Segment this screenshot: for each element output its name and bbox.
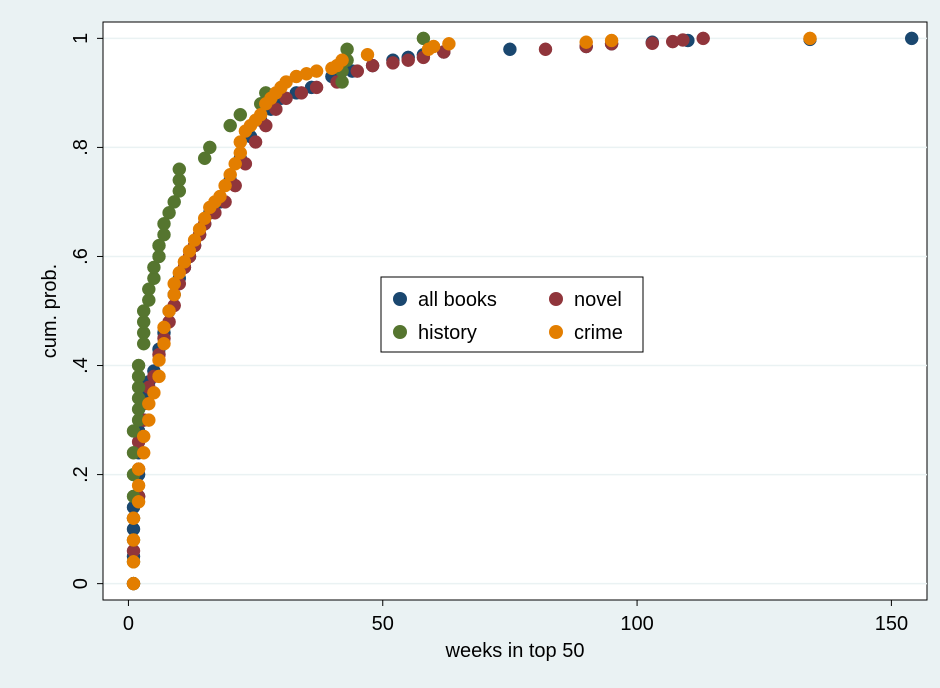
x-tick-label: 0	[123, 613, 134, 635]
y-tick-label: 1	[70, 33, 92, 44]
x-tick-label: 100	[620, 613, 653, 635]
data-point-novel	[309, 80, 324, 95]
axes	[102, 22, 927, 601]
data-point-crime	[131, 462, 146, 476]
data-point-crime	[152, 369, 166, 384]
data-point-crime	[803, 31, 817, 46]
data-point-crime	[579, 35, 593, 49]
y-tick-label: .6	[70, 248, 92, 265]
data-point-crime	[426, 39, 441, 54]
data-point-crime	[335, 53, 349, 67]
legend-label-history: history	[418, 322, 477, 344]
legend-marker-crime	[549, 325, 563, 339]
legend-label-novel: novel	[574, 289, 622, 311]
data-point-crime	[309, 64, 324, 78]
data-point-crime	[147, 386, 161, 400]
data-point-crime	[126, 533, 141, 547]
data-points	[126, 31, 919, 591]
data-point-crime	[131, 478, 146, 493]
series-crime	[126, 31, 817, 591]
data-point-history	[131, 358, 146, 373]
data-point-crime	[136, 429, 151, 444]
data-point-crime	[157, 320, 171, 335]
legend: all books novel history crime	[380, 276, 644, 353]
y-tick-label: .4	[70, 357, 92, 374]
data-point-crime	[360, 47, 375, 62]
data-point-crime	[604, 33, 619, 48]
data-point-novel	[538, 42, 553, 57]
data-point-crime	[131, 495, 146, 509]
y-tick-label: .8	[70, 139, 92, 156]
data-point-all-books	[503, 42, 517, 57]
data-point-history	[203, 140, 217, 155]
data-point-novel	[676, 33, 690, 47]
data-point-novel	[350, 64, 365, 78]
data-point-history	[157, 217, 171, 231]
legend-marker-novel	[549, 292, 563, 306]
data-point-novel	[401, 53, 415, 67]
x-axis-title: weeks in top 50	[445, 640, 585, 662]
ticks: 0 .2 .4 .6 .8 1 0 50 100 150	[70, 33, 908, 635]
data-point-history	[172, 162, 187, 176]
data-point-crime	[126, 511, 141, 525]
x-tick-label: 50	[372, 613, 394, 635]
data-point-novel	[696, 31, 710, 46]
data-point-crime	[152, 353, 166, 367]
data-point-novel	[645, 36, 660, 51]
y-tick-label: .2	[70, 466, 92, 483]
legend-box	[380, 276, 644, 353]
data-point-crime	[442, 37, 456, 51]
data-point-crime	[157, 336, 171, 351]
data-point-crime	[126, 576, 141, 591]
data-point-novel	[386, 56, 400, 70]
data-point-crime	[126, 555, 141, 569]
data-point-crime	[162, 304, 176, 318]
data-point-history	[223, 118, 237, 133]
data-point-crime	[136, 446, 151, 460]
legend-label-all-books: all books	[418, 289, 497, 311]
legend-label-crime: crime	[574, 322, 623, 344]
y-tick-label: 0	[70, 578, 92, 589]
y-axis-title: cum. prob.	[39, 264, 61, 358]
data-point-all-books	[904, 31, 919, 46]
legend-marker-history	[393, 325, 407, 339]
data-point-novel	[248, 135, 263, 149]
data-point-history	[233, 107, 248, 122]
legend-marker-all-books	[393, 292, 407, 306]
data-point-crime	[142, 413, 156, 427]
x-tick-label: 150	[875, 613, 908, 635]
data-point-novel	[294, 86, 309, 100]
